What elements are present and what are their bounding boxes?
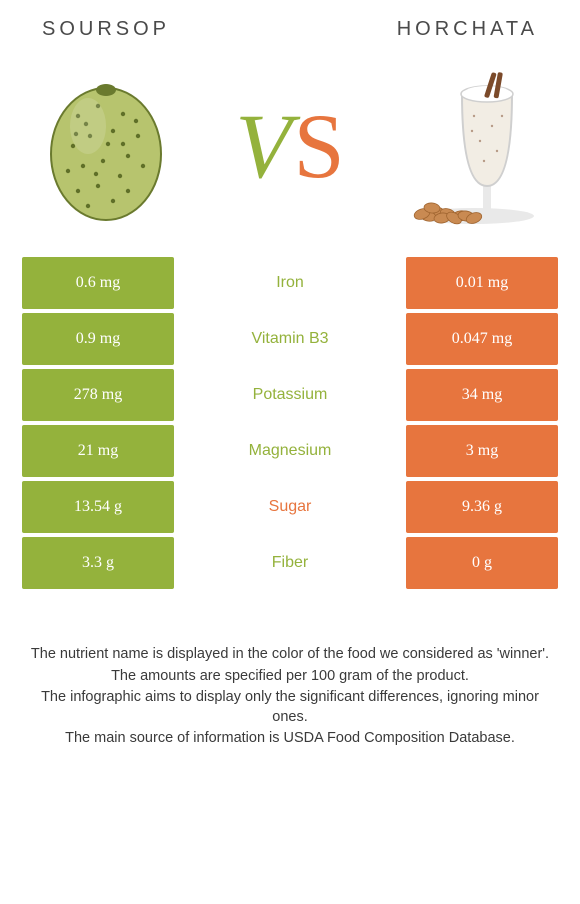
note-line: The amounts are specified per 100 gram o… — [26, 667, 554, 687]
right-value: 0 g — [406, 537, 558, 589]
vs-s: S — [294, 93, 345, 199]
note-line: The main source of information is USDA F… — [26, 729, 554, 749]
nutrient-label: Potassium — [174, 369, 406, 421]
right-food-title: HORCHATA — [397, 18, 538, 41]
title-row: SOURSOP HORCHATA — [22, 18, 558, 51]
note-line: The infographic aims to display only the… — [26, 688, 554, 727]
horchata-image — [392, 66, 552, 226]
table-row: 21 mgMagnesium3 mg — [22, 425, 558, 477]
right-value: 3 mg — [406, 425, 558, 477]
soursop-image — [28, 66, 188, 226]
table-row: 278 mgPotassium34 mg — [22, 369, 558, 421]
right-value: 0.047 mg — [406, 313, 558, 365]
left-value: 3.3 g — [22, 537, 174, 589]
left-value: 13.54 g — [22, 481, 174, 533]
nutrient-table: 0.6 mgIron0.01 mg0.9 mgVitamin B30.047 m… — [22, 257, 558, 589]
nutrient-label: Iron — [174, 257, 406, 309]
nutrient-label: Magnesium — [174, 425, 406, 477]
nutrient-label: Vitamin B3 — [174, 313, 406, 365]
soursop-icon — [28, 66, 188, 226]
table-row: 0.6 mgIron0.01 mg — [22, 257, 558, 309]
comparison-infographic: SOURSOP HORCHATA V S 0.6 mgIron0.01 mg0.… — [0, 0, 580, 904]
right-value: 34 mg — [406, 369, 558, 421]
left-value: 278 mg — [22, 369, 174, 421]
footer-notes: The nutrient name is displayed in the co… — [22, 645, 558, 751]
right-value: 9.36 g — [406, 481, 558, 533]
nutrient-label: Fiber — [174, 537, 406, 589]
left-value: 21 mg — [22, 425, 174, 477]
note-line: The nutrient name is displayed in the co… — [26, 645, 554, 665]
table-row: 13.54 gSugar9.36 g — [22, 481, 558, 533]
left-value: 0.9 mg — [22, 313, 174, 365]
vs-v: V — [235, 93, 291, 199]
table-row: 0.9 mgVitamin B30.047 mg — [22, 313, 558, 365]
left-value: 0.6 mg — [22, 257, 174, 309]
hero-row: V S — [22, 51, 558, 241]
horchata-icon — [392, 66, 552, 226]
vs-label: V S — [235, 93, 344, 199]
right-value: 0.01 mg — [406, 257, 558, 309]
left-food-title: SOURSOP — [42, 18, 170, 41]
table-row: 3.3 gFiber0 g — [22, 537, 558, 589]
nutrient-label: Sugar — [174, 481, 406, 533]
